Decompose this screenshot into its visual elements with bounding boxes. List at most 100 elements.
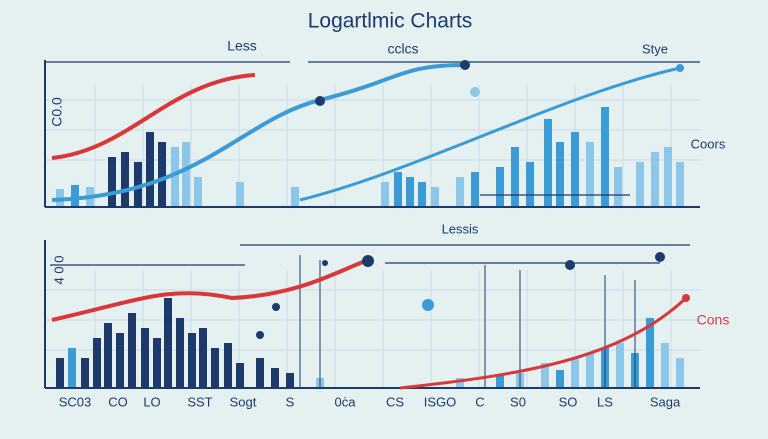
bar xyxy=(616,343,624,388)
bar xyxy=(586,353,594,388)
bar xyxy=(556,142,564,207)
bar xyxy=(104,323,112,388)
dot xyxy=(565,260,575,270)
curve xyxy=(51,63,466,202)
bar xyxy=(71,185,79,207)
bar xyxy=(646,318,654,388)
bar xyxy=(194,177,202,207)
bar xyxy=(256,358,264,388)
bar xyxy=(544,119,552,207)
curve xyxy=(299,66,681,202)
x-label: S0 xyxy=(510,394,526,409)
x-label: SC03 xyxy=(59,394,92,409)
x-label: Saga xyxy=(650,394,681,409)
bar xyxy=(571,358,579,388)
x-label: SO xyxy=(559,394,578,409)
bar xyxy=(56,358,64,388)
bar xyxy=(128,313,136,388)
bar xyxy=(116,333,124,388)
dot xyxy=(272,303,280,311)
bar xyxy=(271,368,279,388)
curve xyxy=(51,73,256,160)
bar xyxy=(456,177,464,207)
curve xyxy=(51,258,369,322)
dot xyxy=(676,64,684,72)
dot xyxy=(322,260,328,266)
bar xyxy=(676,162,684,207)
dot xyxy=(256,331,264,339)
x-label: CS xyxy=(386,394,404,409)
label: Cons xyxy=(697,312,730,328)
dot xyxy=(315,96,325,106)
bar xyxy=(68,348,76,388)
bar xyxy=(171,147,179,207)
bar xyxy=(286,373,294,388)
x-labels: SC03 CO LO SST Sogt S 0ċa CS ISGO C S0 SO LS Saga xyxy=(59,394,681,409)
graphics xyxy=(44,60,700,390)
dot xyxy=(470,87,480,97)
bar xyxy=(511,147,519,207)
bar xyxy=(471,172,479,207)
bar xyxy=(381,182,389,207)
bar xyxy=(394,172,402,207)
bar xyxy=(164,298,172,388)
x-label: C xyxy=(475,394,484,409)
bar xyxy=(176,318,184,388)
axis-label: 4 0 0 xyxy=(51,256,66,285)
bar xyxy=(158,142,166,207)
bar xyxy=(456,378,464,388)
bar xyxy=(236,182,244,207)
bar xyxy=(211,348,219,388)
bar xyxy=(236,363,244,388)
label: Less xyxy=(227,38,257,54)
bar xyxy=(141,328,149,388)
bar xyxy=(676,358,684,388)
bar xyxy=(199,328,207,388)
bar xyxy=(614,167,622,207)
title: Logartlmic Charts xyxy=(308,10,473,33)
bar xyxy=(291,187,299,207)
bar xyxy=(108,157,116,207)
curve xyxy=(399,296,688,390)
label: Stye xyxy=(642,41,668,56)
bar xyxy=(586,142,594,207)
dot xyxy=(422,299,434,311)
bar xyxy=(121,152,129,207)
label: cclcs xyxy=(387,41,418,57)
bar xyxy=(496,376,504,388)
dot xyxy=(362,255,374,267)
bar xyxy=(182,142,190,207)
bar xyxy=(406,177,414,207)
axis-label: C0.0 xyxy=(49,97,65,127)
x-label: 0ċa xyxy=(335,394,357,409)
x-label: LO xyxy=(143,394,160,409)
label: Coors xyxy=(691,136,726,151)
label: Lessis xyxy=(442,221,479,236)
x-label: LS xyxy=(597,394,613,409)
x-label: S xyxy=(286,394,295,409)
bar xyxy=(571,132,579,207)
bar xyxy=(153,338,161,388)
bar xyxy=(496,167,504,207)
bar xyxy=(224,343,232,388)
bar xyxy=(93,338,101,388)
x-label: CO xyxy=(108,394,128,409)
bar xyxy=(636,162,644,207)
dot xyxy=(460,60,470,70)
bar xyxy=(146,132,154,207)
bar xyxy=(661,343,669,388)
bar xyxy=(556,370,564,388)
bar xyxy=(431,187,439,207)
bar xyxy=(81,358,89,388)
bar xyxy=(188,333,196,388)
bar xyxy=(541,363,549,388)
bar xyxy=(418,182,426,207)
dot xyxy=(655,252,665,262)
bar xyxy=(651,152,659,207)
bar xyxy=(526,162,534,207)
bar xyxy=(601,107,609,207)
x-label: SST xyxy=(187,394,212,409)
bar xyxy=(664,147,672,207)
x-label: Sogt xyxy=(230,394,257,409)
